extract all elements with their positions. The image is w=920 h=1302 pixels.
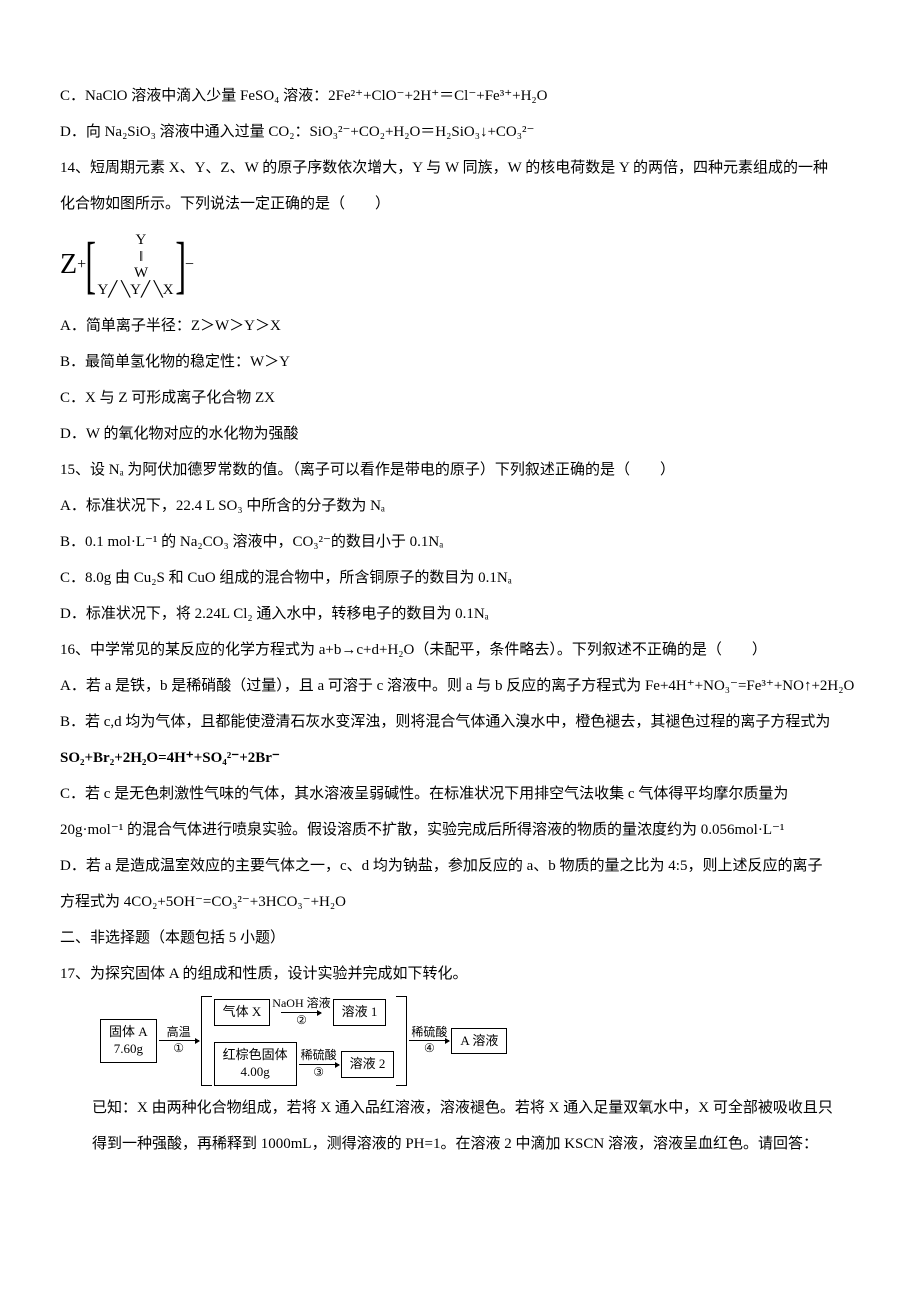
node-solid-a: 固体 A 7.60g (100, 1019, 157, 1063)
arrow-4: 稀硫酸 ④ (409, 1025, 449, 1057)
arrow-3-top-label: 稀硫酸 (301, 1048, 337, 1064)
cation-z: Z (60, 251, 77, 279)
q16-option-d-line1: D．若 a 是造成温室效应的主要气体之一，c、d 均为钠盐，参加反应的 a、b … (60, 848, 860, 884)
arrow-4-top-label: 稀硫酸 (411, 1025, 447, 1041)
arrow-1-bottom-label: ① (173, 1041, 184, 1057)
arrow-3-bottom-label: ③ (313, 1065, 324, 1081)
q15-option-c: C．8.0g 由 Cu₂S 和 CuO 组成的混合物中，所含铜原子的数目为 0.… (60, 560, 860, 596)
arrow-1-top-label: 高温 (167, 1025, 191, 1041)
q16-option-c-line2: 20g·mol⁻¹ 的混合气体进行喷泉实验。假设溶质不扩散，实验完成后所得溶液的… (60, 812, 860, 848)
arrow-3: 稀硫酸 ③ (299, 1048, 339, 1080)
option-c-line: C．NaClO 溶液中滴入少量 FeSO₄ 溶液：2Fe²⁺+ClO⁻+2H⁺＝… (60, 78, 860, 114)
node-solution-1: 溶液 1 (333, 999, 387, 1026)
q16-option-c-line1: C．若 c 是无色刺激性气味的气体，其水溶液呈弱碱性。在标准状况下用排空气法收集… (60, 776, 860, 812)
q17-known-line2: 得到一种强酸，再稀释到 1000mL，测得溶液的 PH=1。在溶液 2 中滴加 … (60, 1126, 860, 1162)
anion-row2: ‖ (128, 249, 143, 266)
node-solution-a: A 溶液 (451, 1028, 507, 1055)
arrow-1: 高温 ① (159, 1025, 199, 1057)
arrow-4-bottom-label: ④ (424, 1041, 435, 1057)
q15-stem: 15、设 Nₐ 为阿伏加德罗常数的值。（离子可以看作是带电的原子）下列叙述正确的… (60, 452, 860, 488)
anion-charge: − (185, 257, 194, 273)
node-red-solid: 红棕色固体 4.00g (214, 1042, 297, 1086)
node-red-solid-mass: 4.00g (223, 1064, 288, 1081)
q14-stem-line2: 化合物如图所示。下列说法一定正确的是（ ） (60, 186, 860, 222)
q15-option-b: B．0.1 mol·L⁻¹ 的 Na₂CO₃ 溶液中，CO₃²⁻的数目小于 0.… (60, 524, 860, 560)
q16-stem: 16、中学常见的某反应的化学方程式为 a+b→c+d+H₂O（未配平，条件略去）… (60, 632, 860, 668)
q17-known-line1: 已知：X 由两种化合物组成，若将 X 通入品红溶液，溶液褪色。若将 X 通入足量… (60, 1090, 860, 1126)
arrow-2-bottom-label: ② (296, 1013, 307, 1029)
q17-flowchart: 固体 A 7.60g 高温 ① 气体 X NaOH 溶液 ② 溶液 1 红棕色固… (100, 996, 860, 1086)
anion-row4: Y╱ ╲Y╱ ╲X (97, 282, 173, 299)
anion-row1: Y (125, 232, 147, 249)
q16-option-b-line2: SO₂+Br₂+2H₂O=4H⁺+SO₄²⁻+2Br⁻ (60, 740, 860, 776)
q15-option-a: A．标准状况下，22.4 L SO₃ 中所含的分子数为 Nₐ (60, 488, 860, 524)
node-solution-2: 溶液 2 (341, 1051, 395, 1078)
q14-option-a: A．简单离子半径：Z＞W＞Y＞X (60, 308, 860, 344)
q14-option-b: B．最简单氢化物的稳定性：W＞Y (60, 344, 860, 380)
anion-body: Y ‖ W Y╱ ╲Y╱ ╲X (95, 230, 175, 300)
q14-option-d: D．W 的氧化物对应的水化物为强酸 (60, 416, 860, 452)
merge-bracket-right-icon (396, 996, 407, 1086)
arrow-2: NaOH 溶液 ② (272, 996, 330, 1028)
node-solid-a-label: 固体 A (109, 1024, 148, 1041)
q14-structure-diagram: Z+ [ Y ‖ W Y╱ ╲Y╱ ╲X ]− (60, 230, 194, 300)
section-2-heading: 二、非选择题（本题包括 5 小题） (60, 920, 860, 956)
q17-stem: 17、为探究固体 A 的组成和性质，设计实验并完成如下转化。 (60, 956, 860, 992)
node-red-solid-label: 红棕色固体 (223, 1047, 288, 1064)
split-bracket-left-icon (201, 996, 212, 1086)
q16-option-a: A．若 a 是铁，b 是稀硝酸（过量），且 a 可溶于 c 溶液中。则 a 与 … (60, 668, 860, 704)
node-gas-x: 气体 X (214, 999, 271, 1026)
anion-row3: W (123, 265, 148, 282)
q15-option-d: D．标准状况下，将 2.24L Cl₂ 通入水中，转移电子的数目为 0.1Nₐ (60, 596, 860, 632)
q16-option-d-line2: 方程式为 4CO₂+5OH⁻=CO₃²⁻+3HCO₃⁻+H₂O (60, 884, 860, 920)
q16-option-b-line1: B．若 c,d 均为气体，且都能使澄清石灰水变浑浊，则将混合气体通入溴水中，橙色… (60, 704, 860, 740)
q14-option-c: C．X 与 Z 可形成离子化合物 ZX (60, 380, 860, 416)
option-d-line: D．向 Na₂SiO₃ 溶液中通入过量 CO₂：SiO₃²⁻+CO₂+H₂O＝H… (60, 114, 860, 150)
q14-stem-line1: 14、短周期元素 X、Y、Z、W 的原子序数依次增大，Y 与 W 同族，W 的核… (60, 150, 860, 186)
right-bracket-icon: ] (175, 233, 186, 297)
left-bracket-icon: [ (85, 233, 96, 297)
node-solid-a-mass: 7.60g (109, 1041, 148, 1058)
